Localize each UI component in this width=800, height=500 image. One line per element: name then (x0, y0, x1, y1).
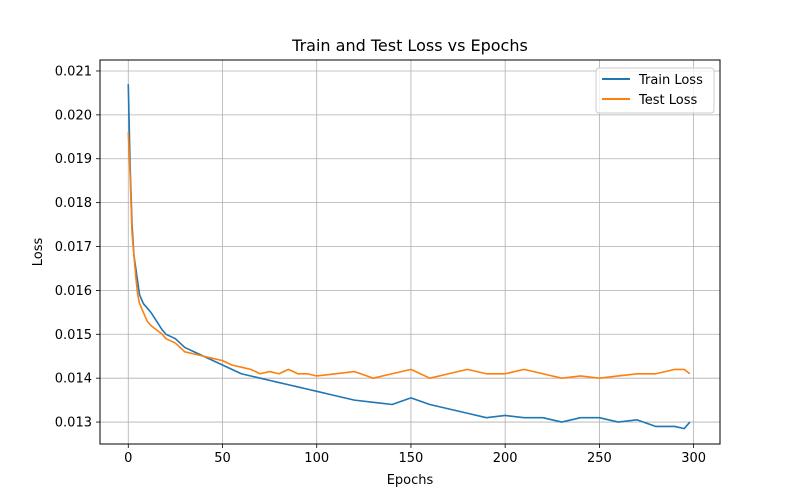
x-tick-label: 50 (214, 451, 231, 466)
y-tick-label: 0.019 (55, 152, 92, 167)
x-axis-label: Epochs (387, 473, 434, 488)
y-axis-label: Loss (31, 238, 46, 267)
y-tick-label: 0.016 (55, 284, 92, 299)
x-tick-label: 100 (304, 451, 329, 466)
y-tick-label: 0.017 (55, 240, 92, 255)
legend: Train Loss Test Loss (595, 67, 715, 114)
series-group (127, 84, 691, 430)
y-tick-label: 0.018 (55, 196, 92, 211)
grid (100, 60, 720, 444)
legend-label-train-loss: Train Loss (638, 73, 703, 88)
x-tick-label: 150 (399, 451, 424, 466)
x-tick-label: 250 (587, 451, 612, 466)
legend-label-test-loss: Test Loss (638, 93, 697, 108)
y-tick-label: 0.015 (55, 328, 92, 343)
x-tick-label: 300 (681, 451, 706, 466)
y-tick-label: 0.020 (55, 108, 92, 123)
y-tick-label: 0.013 (55, 416, 92, 431)
series-line-test-loss (127, 132, 691, 379)
x-tick-label: 0 (124, 451, 132, 466)
y-axis-ticks: 0.013 0.014 0.015 0.016 0.017 0.018 0.019 0.020… (55, 64, 100, 431)
x-axis-ticks: 0 50 100 150 200 250 300 (124, 444, 706, 466)
series-line-train-loss (127, 84, 691, 430)
y-tick-label: 0.014 (55, 372, 92, 387)
y-tick-label: 0.021 (55, 64, 92, 79)
plot-frame (99, 59, 721, 445)
x-tick-label: 200 (493, 451, 518, 466)
chart-title: Train and Test Loss vs Epochs (291, 36, 528, 55)
